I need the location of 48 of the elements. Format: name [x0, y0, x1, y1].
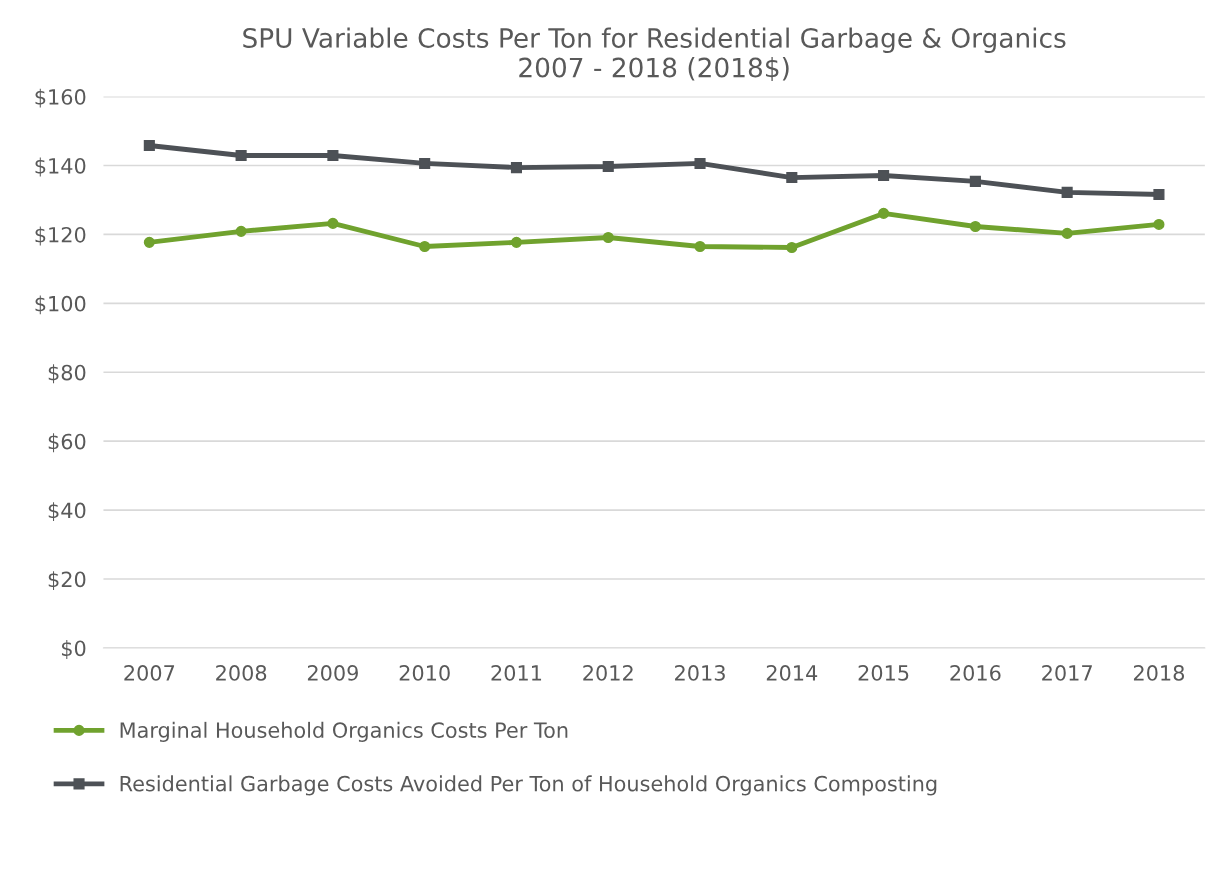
point	[786, 172, 798, 184]
x-tick-label: 2010	[399, 665, 450, 681]
point	[602, 160, 614, 173]
point	[235, 225, 247, 237]
point	[419, 240, 431, 253]
x-tick-label: 2014	[766, 665, 818, 681]
point	[786, 241, 798, 254]
point	[694, 240, 706, 253]
y-tick-label: $100	[35, 295, 86, 315]
legend-label: Residential Garbage Costs Avoided Per Ton of Household Organics Composting	[120, 775, 937, 796]
x-tick-label: 2009	[307, 665, 358, 681]
x-tick-label: 2017	[1042, 665, 1092, 681]
x-tick-label: 2011	[491, 665, 542, 681]
point	[143, 236, 155, 248]
legend-label: Marginal Household Organics Costs Per Ton	[120, 721, 568, 743]
y-tick-label: $140	[35, 157, 86, 177]
y-tick-label: $40	[48, 502, 86, 522]
x-tick-label: 2018	[1133, 665, 1185, 681]
point	[419, 157, 431, 169]
x-tick-label: 2016	[950, 665, 1001, 681]
point	[1153, 188, 1165, 201]
x-tick-label: 2013	[675, 665, 725, 681]
point	[1153, 218, 1165, 230]
point	[510, 236, 523, 248]
y-tick-label: $60	[48, 433, 86, 453]
point	[969, 175, 981, 187]
point	[235, 149, 247, 162]
point	[327, 149, 339, 162]
point	[878, 207, 890, 219]
y-tick-label: $160	[35, 88, 86, 108]
point	[143, 139, 155, 152]
y-tick-label: $80	[48, 364, 86, 384]
point	[969, 220, 981, 233]
point	[327, 217, 339, 229]
point	[1061, 186, 1073, 198]
x-tick-label: 2012	[583, 665, 633, 681]
point	[602, 231, 614, 244]
chart-title: SPU Variable Costs Per Ton for Residential Garbage & Organics 2007 - 2018 (2018$)	[243, 27, 1066, 82]
x-tick-label: 2015	[858, 665, 909, 681]
y-tick-label: $120	[35, 226, 86, 246]
point	[694, 157, 706, 169]
x-tick-label: 2008	[216, 665, 267, 681]
x-tick-label: 2007	[124, 665, 175, 681]
y-tick-label: $20	[48, 571, 86, 591]
point	[510, 162, 523, 174]
point	[878, 169, 890, 182]
y-tick-label: $0	[62, 640, 86, 659]
point	[1061, 227, 1073, 239]
